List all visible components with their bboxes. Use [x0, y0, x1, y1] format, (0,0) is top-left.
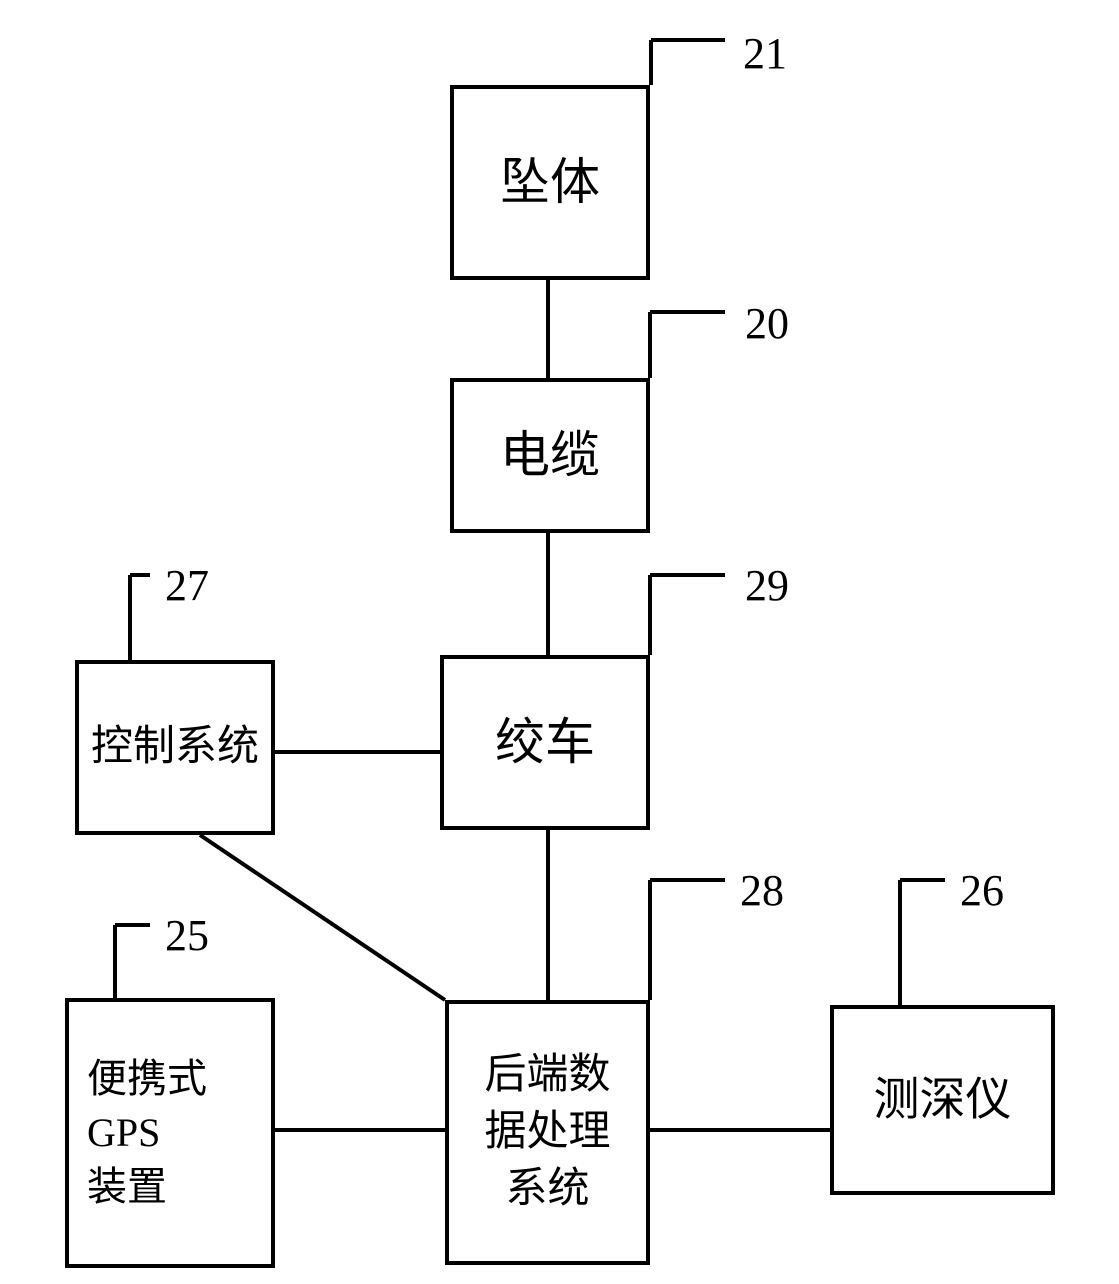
- node-label: 电缆: [500, 422, 600, 490]
- node-label: 后端数据处理系统: [484, 1047, 610, 1217]
- node-winch: 绞车: [440, 655, 650, 830]
- node-falling-body: 坠体: [450, 85, 650, 280]
- number-label-29: 29: [745, 560, 789, 611]
- node-cable: 电缆: [450, 378, 650, 533]
- number-label-27: 27: [165, 560, 209, 611]
- node-portable-gps: 便携式GPS装置: [65, 998, 275, 1268]
- node-control-system: 控制系统: [75, 660, 275, 835]
- node-depth-sounder: 测深仪: [830, 1005, 1055, 1195]
- node-backend-data-processing: 后端数据处理系统: [445, 1000, 650, 1265]
- node-label: 测深仪: [874, 1069, 1012, 1131]
- node-label: 绞车: [495, 709, 595, 777]
- node-label: 控制系统: [91, 719, 259, 776]
- node-label: 坠体: [500, 149, 600, 217]
- number-label-28: 28: [740, 865, 784, 916]
- node-label: 便携式GPS装置: [87, 1052, 207, 1214]
- number-label-26: 26: [960, 865, 1004, 916]
- number-label-21: 21: [743, 28, 787, 79]
- number-label-20: 20: [745, 298, 789, 349]
- number-label-25: 25: [165, 910, 209, 961]
